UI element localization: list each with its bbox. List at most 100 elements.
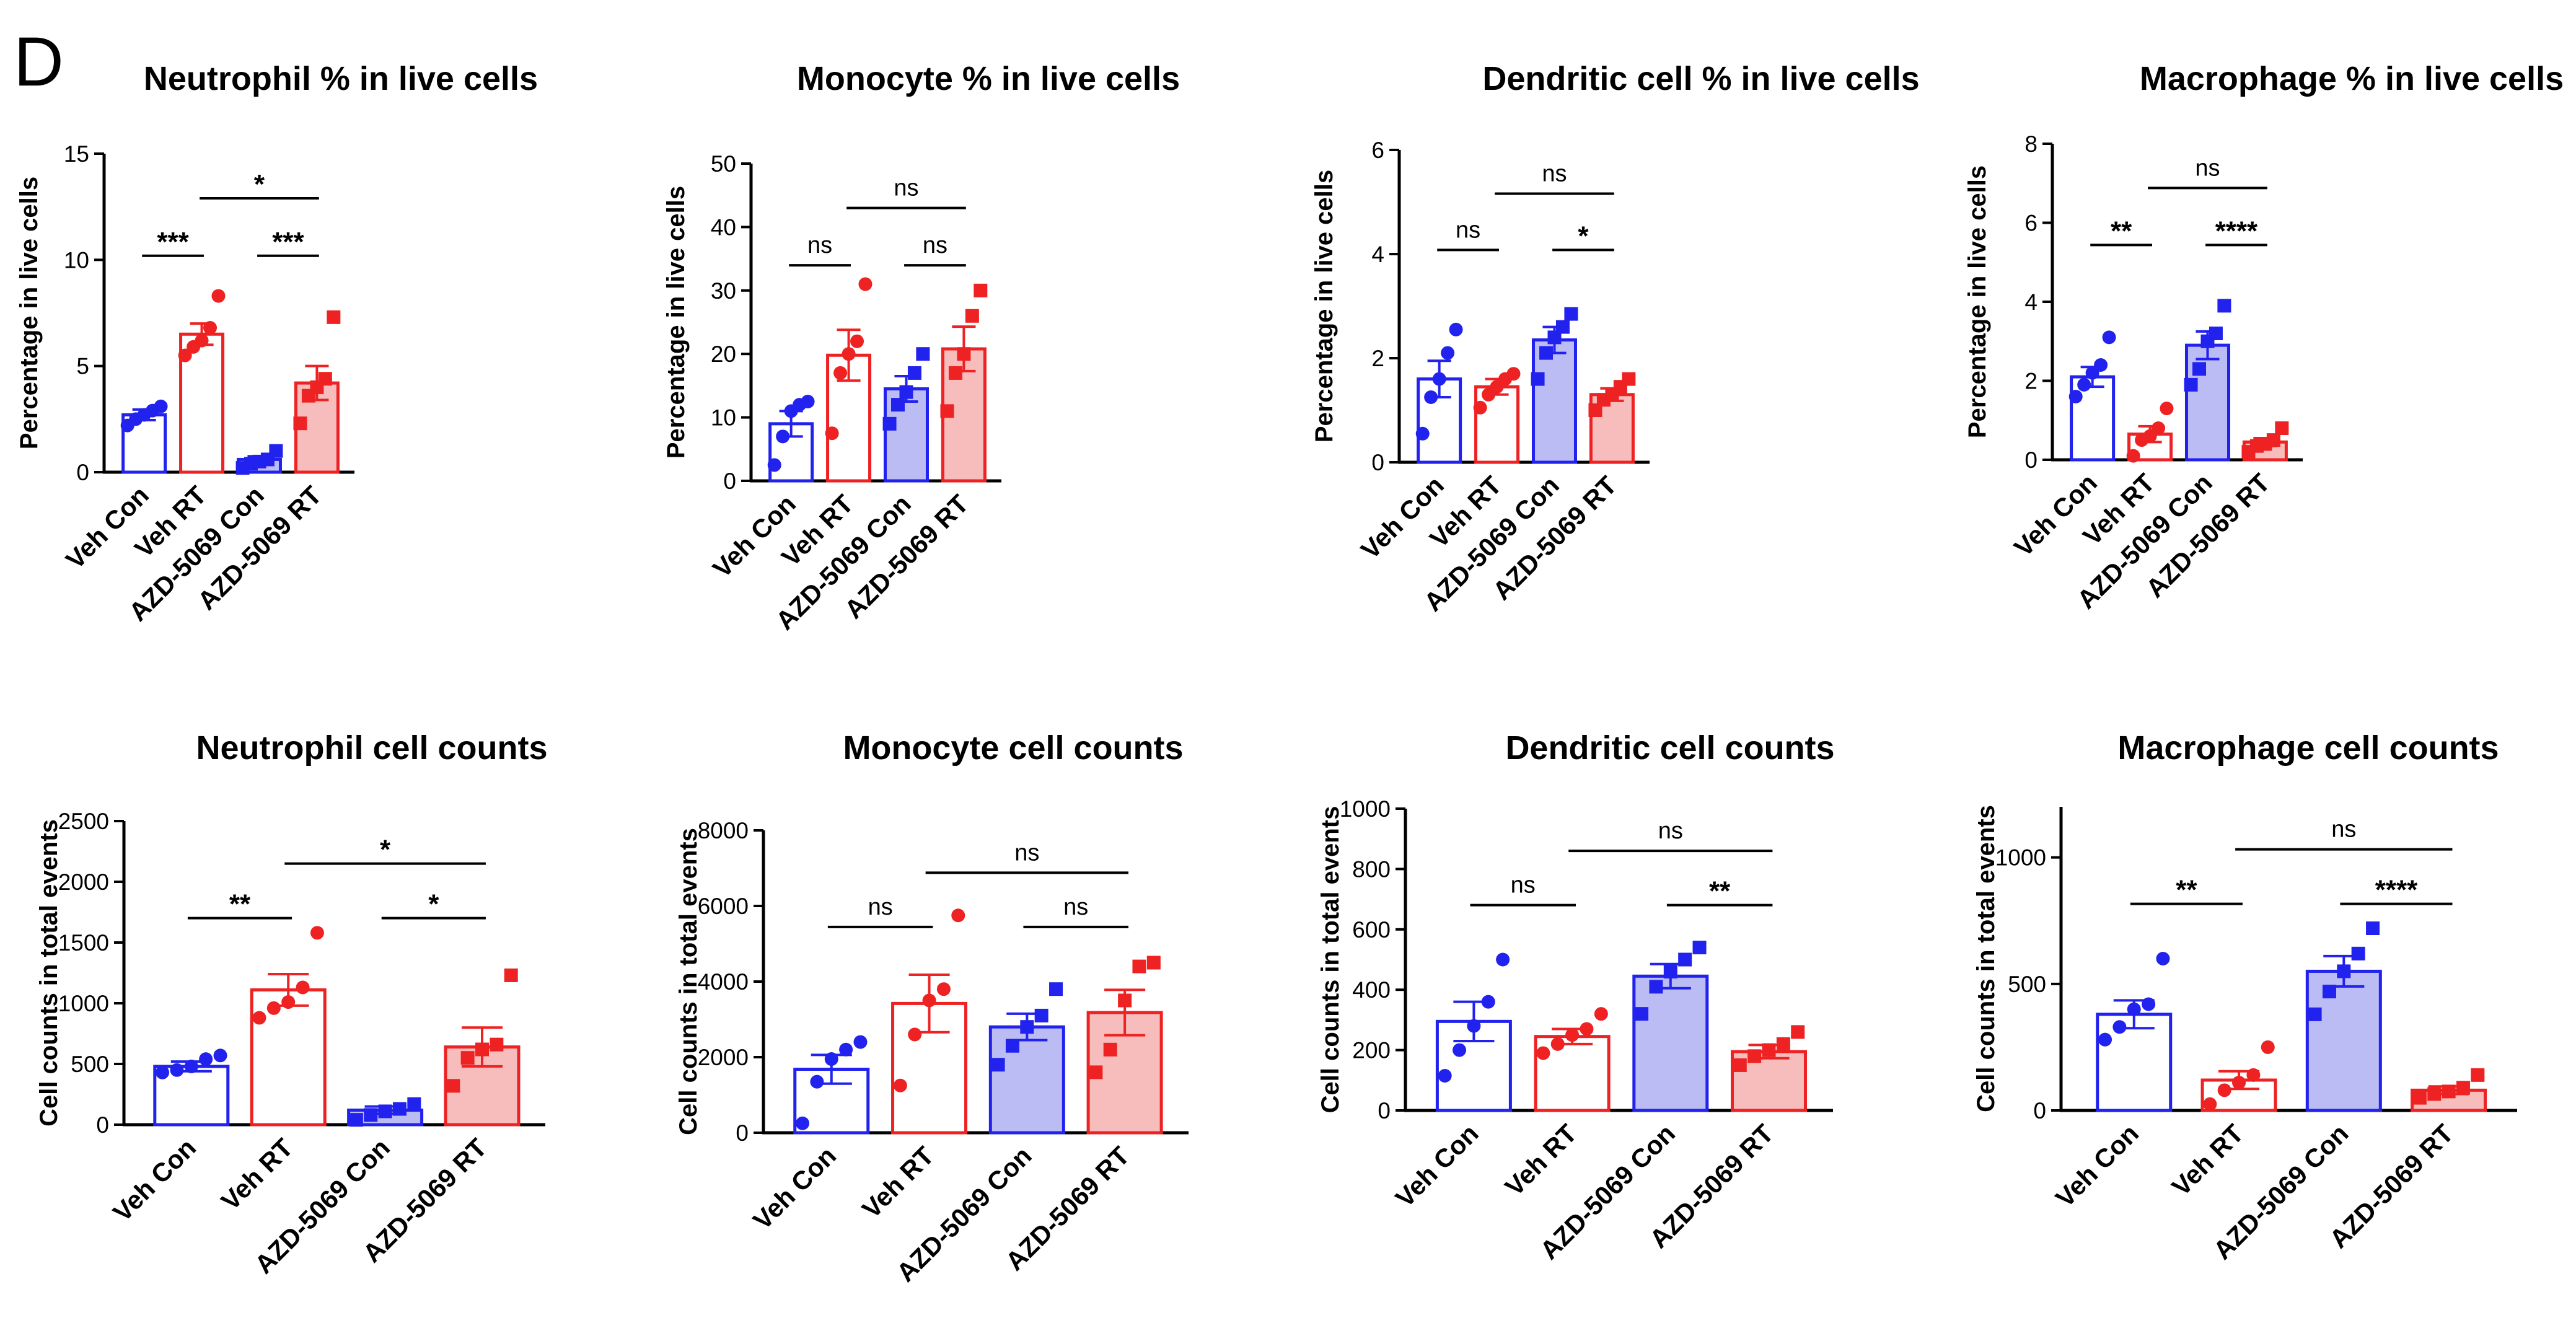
y-tick-label: 30 <box>711 278 736 304</box>
data-point <box>446 1079 460 1093</box>
data-point <box>893 1078 907 1092</box>
significance-label: ns <box>923 232 947 258</box>
data-point <box>2275 421 2289 435</box>
y-tick-label: 4000 <box>698 969 749 995</box>
data-point <box>1506 367 1521 381</box>
bar <box>153 1065 230 1127</box>
data-point <box>1449 322 1463 336</box>
data-point <box>1453 1043 1467 1057</box>
data-point <box>853 1035 868 1049</box>
data-point <box>882 416 897 431</box>
y-tick-label: 0 <box>1378 1098 1391 1123</box>
data-point <box>1791 1025 1805 1039</box>
chart-title: Monocyte % in live cells <box>797 60 1180 97</box>
chart-title: Neutrophil cell counts <box>196 729 547 767</box>
y-axis-label: Cell counts in total events <box>675 828 702 1135</box>
data-point <box>1415 426 1430 441</box>
chart-title: Dendritic cell counts <box>1505 729 1834 767</box>
significance-label: * <box>254 169 265 200</box>
data-point <box>810 1075 824 1089</box>
y-axis-label: Percentage in live cells <box>15 177 43 449</box>
data-point <box>2098 1032 2112 1047</box>
data-point <box>1635 1007 1649 1021</box>
bar <box>1632 974 1709 1112</box>
data-point <box>767 458 781 472</box>
data-point <box>1049 982 1063 996</box>
data-point <box>2102 330 2116 345</box>
data-point <box>1146 956 1161 970</box>
data-point <box>2203 1097 2217 1111</box>
data-point <box>178 348 192 363</box>
x-tick-label: Veh Con <box>707 489 801 583</box>
data-point <box>2412 1091 2427 1105</box>
data-point <box>1496 952 1510 967</box>
data-point <box>1733 1058 1747 1072</box>
data-point <box>1005 1039 1019 1053</box>
y-axis-label: Percentage in live cells <box>1311 170 1338 442</box>
y-tick-label: 2500 <box>58 809 109 834</box>
data-point <box>2266 433 2280 447</box>
y-tick-label: 1500 <box>58 930 109 956</box>
y-tick-label: 50 <box>711 151 736 177</box>
data-point <box>1692 941 1707 955</box>
x-tick-label: Veh RT <box>1500 1119 1583 1202</box>
data-point <box>199 1052 213 1066</box>
y-tick-label: 8 <box>2024 131 2038 157</box>
data-point <box>269 444 283 458</box>
data-point <box>1438 1068 1452 1083</box>
x-tick-label: Veh RT <box>2166 1119 2249 1202</box>
data-point <box>991 1058 1005 1072</box>
chart-title: Macrophage cell counts <box>2117 729 2499 767</box>
data-point <box>2261 1040 2275 1054</box>
data-point <box>1034 1008 1048 1022</box>
y-tick-label: 2000 <box>698 1045 749 1070</box>
y-tick-label: 800 <box>1352 856 1391 882</box>
data-point <box>327 310 341 324</box>
bar <box>2305 969 2382 1112</box>
y-tick-label: 0 <box>1371 450 1384 475</box>
significance-label: * <box>380 835 391 865</box>
data-point <box>916 347 930 361</box>
data-point <box>908 1027 922 1042</box>
data-point <box>504 968 518 982</box>
y-tick-label: 40 <box>711 214 736 240</box>
data-point <box>293 416 307 431</box>
data-point <box>839 1042 853 1057</box>
data-point <box>310 926 324 940</box>
data-point <box>2068 390 2083 403</box>
significance-label: ns <box>2195 155 2220 181</box>
chart-title: Dendritic cell % in live cells <box>1482 60 1919 97</box>
data-point <box>1594 1007 1608 1021</box>
significance-label: ns <box>2331 817 2356 843</box>
x-tick-label: Veh Con <box>1355 470 1449 565</box>
significance-label: ns <box>1014 840 1039 866</box>
y-tick-label: 2 <box>1371 346 1384 371</box>
bar <box>1531 338 1577 464</box>
data-point <box>1132 959 1146 974</box>
data-point <box>965 309 979 323</box>
data-point <box>940 404 954 418</box>
significance-label: ns <box>1542 161 1567 187</box>
significance-label: ** <box>2176 875 2197 905</box>
data-point <box>2308 1007 2322 1021</box>
data-point <box>1588 403 1602 417</box>
data-point <box>154 399 168 413</box>
data-point <box>2351 946 2365 960</box>
data-point <box>2184 377 2198 392</box>
y-tick-label: 500 <box>71 1052 109 1077</box>
data-point <box>2217 299 2231 313</box>
y-tick-label: 600 <box>1352 917 1391 943</box>
data-point <box>2152 421 2166 435</box>
data-point <box>2156 952 2170 965</box>
data-point <box>1622 372 1636 386</box>
y-tick-label: 0 <box>723 468 736 494</box>
x-tick-label: Veh RT <box>856 1141 939 1224</box>
y-tick-label: 6 <box>2024 211 2038 236</box>
data-point <box>213 1048 227 1063</box>
data-point <box>974 283 988 297</box>
y-tick-label: 15 <box>64 141 89 167</box>
significance-label: ns <box>1658 818 1683 844</box>
bar <box>1417 377 1462 464</box>
data-point <box>490 1037 504 1052</box>
